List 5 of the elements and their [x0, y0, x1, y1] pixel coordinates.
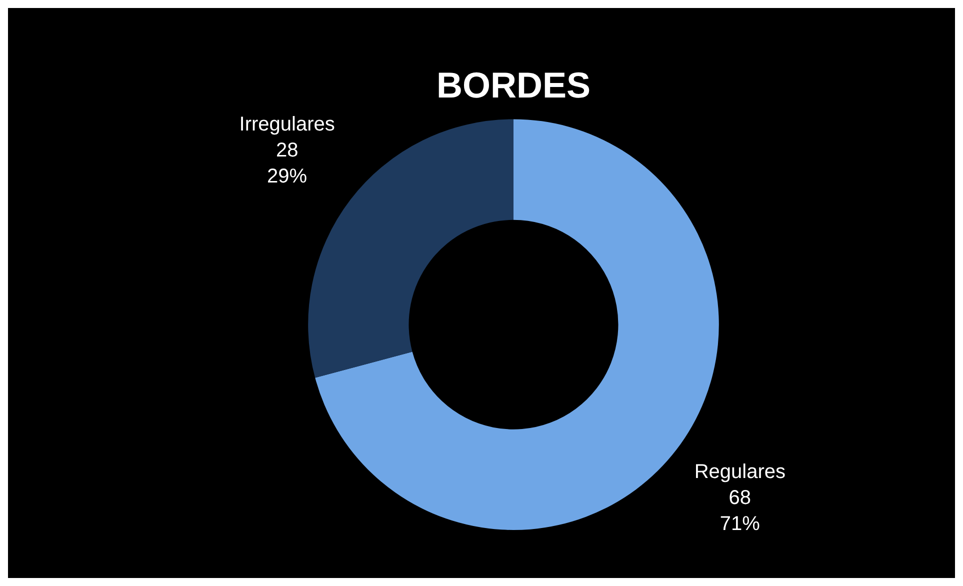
data-label: 28 29% [267, 139, 308, 188]
chart-title: BORDES [436, 64, 591, 106]
slice-label: Regulares [694, 460, 786, 483]
slice-label: Irregulares [239, 113, 335, 136]
data-label: 68 71% [720, 486, 760, 535]
